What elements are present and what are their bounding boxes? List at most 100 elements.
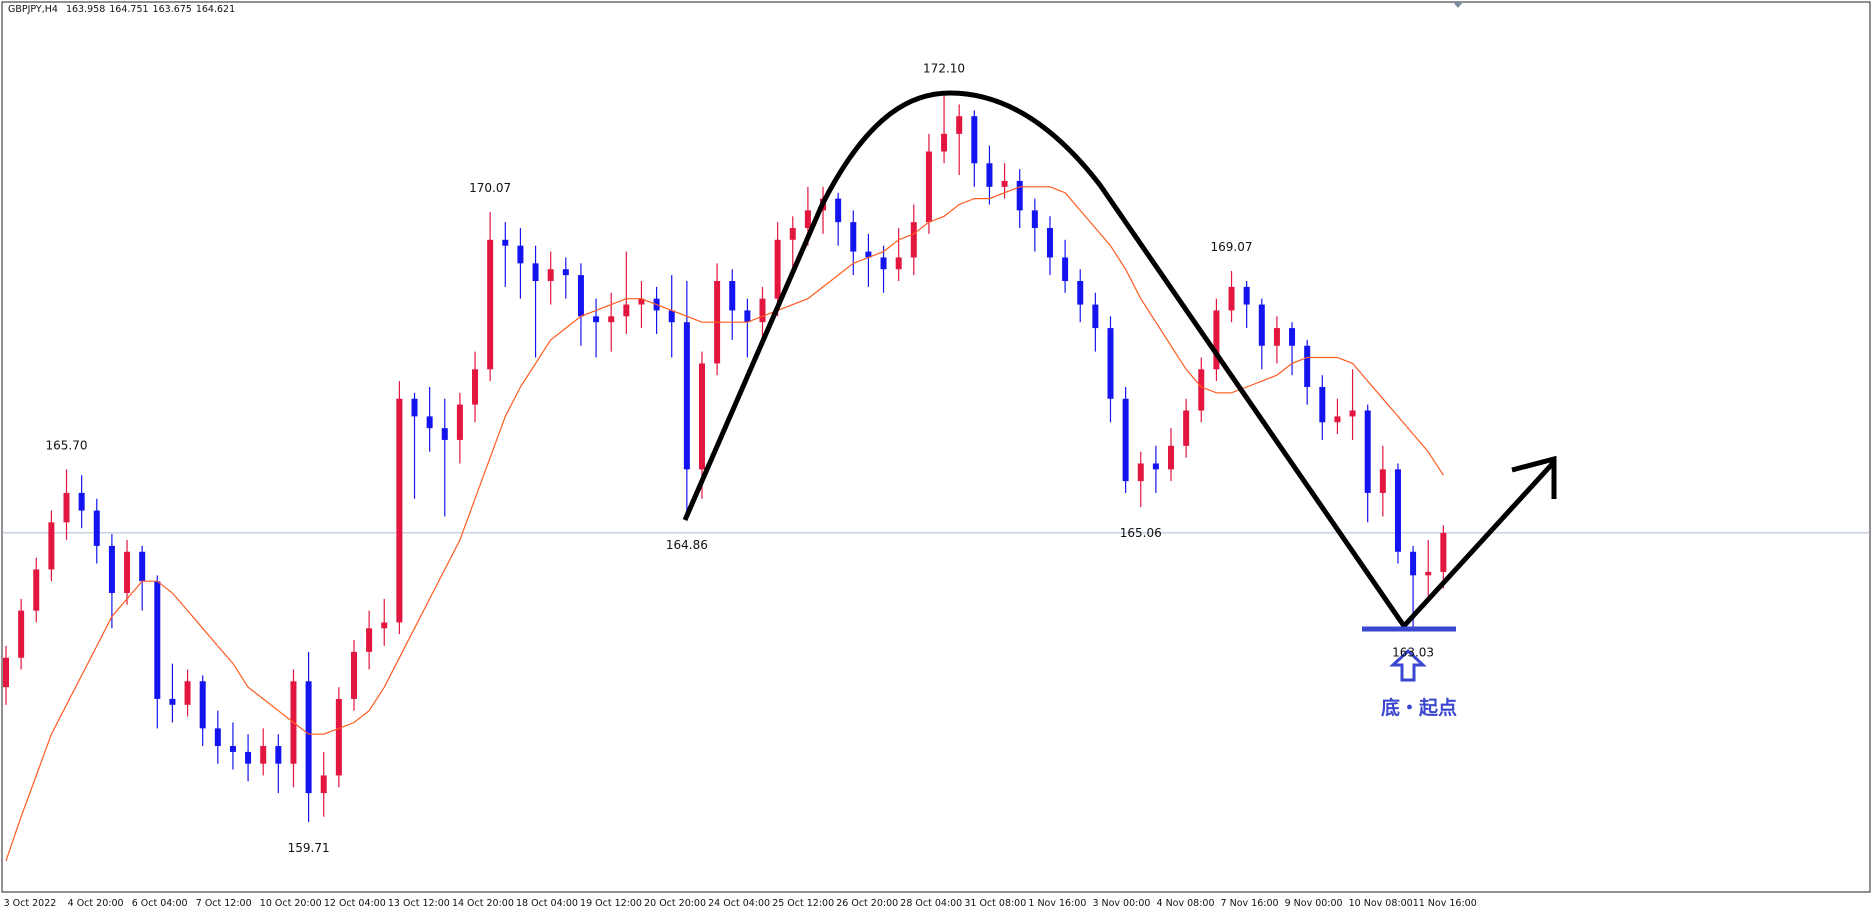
candle-body (381, 622, 388, 629)
candle-body (1001, 180, 1008, 187)
candle-body (1183, 410, 1190, 446)
candle-body (350, 651, 357, 699)
candle-body (472, 369, 479, 405)
x-tick-label: 7 Oct 12:00 (196, 898, 252, 909)
x-tick-label: 14 Oct 20:00 (452, 898, 514, 909)
candle-body (366, 628, 373, 652)
candle-body (774, 239, 781, 299)
extreme-label: 170.07 (469, 181, 511, 195)
candle-body (910, 222, 917, 258)
x-tick-label: 25 Oct 12:00 (772, 898, 834, 909)
x-tick-label: 10 Oct 20:00 (260, 898, 322, 909)
candle-body (698, 363, 705, 470)
x-tick-label: 20 Oct 20:00 (644, 898, 706, 909)
header-value: 163.958 (66, 4, 105, 15)
extreme-label: 164.86 (666, 538, 708, 552)
candle-body (1394, 469, 1401, 552)
header-value: 164.751 (109, 4, 148, 15)
x-tick-label: 19 Oct 12:00 (580, 898, 642, 909)
candle-body (971, 116, 978, 164)
candle-body (1289, 328, 1296, 346)
candle-body (593, 316, 600, 323)
candle-body (517, 245, 524, 264)
candle-body (804, 210, 811, 229)
candle-body (1107, 328, 1114, 399)
extreme-label: 159.71 (288, 841, 330, 855)
up-arrow-icon (1389, 648, 1427, 682)
candle-body (456, 404, 463, 440)
x-tick-label: 9 Nov 00:00 (1285, 898, 1343, 909)
candle-body (577, 275, 584, 317)
candle-body (335, 698, 342, 776)
extreme-label: 165.70 (46, 438, 88, 452)
candle-body (169, 698, 176, 705)
candle-body (1046, 228, 1053, 258)
x-tick-label: 6 Oct 04:00 (132, 898, 188, 909)
candle-body (668, 310, 675, 323)
candle-body (411, 398, 418, 417)
candle-body (229, 746, 236, 752)
candle-body (608, 316, 615, 323)
candle-body (1213, 310, 1220, 370)
x-tick-label: 3 Oct 2022 (4, 898, 57, 909)
header-value: 163.675 (153, 4, 192, 15)
candle-body (759, 298, 766, 323)
plot-frame (1, 1, 1871, 893)
x-tick-label: 11 Nov 16:00 (1413, 898, 1477, 909)
candle-body (78, 492, 85, 511)
shift-marker (1453, 2, 1463, 8)
extreme-label: 163.03 (1392, 646, 1434, 660)
candle-body (441, 428, 448, 440)
marks (2, 92, 1870, 861)
candle-body (850, 222, 857, 252)
x-tick-label: 26 Oct 20:00 (836, 898, 898, 909)
candle-body (865, 251, 872, 258)
candle-body (1258, 304, 1265, 346)
pattern-curve (682, 90, 1556, 629)
candle-body (275, 746, 282, 764)
candle-body (48, 522, 55, 570)
candle-body (1198, 369, 1205, 411)
moving-average (5, 186, 1444, 861)
candle-body (426, 416, 433, 429)
candle-body (1062, 257, 1069, 282)
candle-body (547, 269, 554, 282)
candle-body (1137, 463, 1144, 482)
extreme-label: 165.06 (1120, 526, 1162, 540)
candle-body (1168, 445, 1175, 470)
candle-body (623, 304, 630, 317)
candle-body (154, 581, 161, 699)
candle-body (1077, 281, 1084, 305)
symbol: GBPJPY,H4 (8, 4, 58, 15)
x-tick-label: 10 Nov 08:00 (1349, 898, 1413, 909)
candle-body (33, 569, 40, 611)
candle-body (941, 133, 948, 152)
extreme-label: 172.10 (923, 62, 965, 76)
candle-body (986, 163, 993, 187)
annotation: 底・起点 (1381, 696, 1457, 719)
x-tick-label: 3 Nov 00:00 (1092, 898, 1150, 909)
candle-body (3, 657, 9, 688)
x-tick-label: 1 Nov 16:00 (1028, 898, 1086, 909)
candle-body (895, 257, 902, 270)
candle-body (396, 398, 403, 623)
candle-body (93, 510, 100, 546)
extreme-label: 169.07 (1211, 240, 1253, 254)
candle-body (532, 263, 539, 282)
candle-body (729, 281, 736, 311)
candle-body (1319, 386, 1326, 423)
x-tick-label: 4 Nov 08:00 (1157, 898, 1215, 909)
candle-body (1016, 180, 1023, 211)
candle-body (1031, 210, 1038, 229)
candle-body (108, 545, 115, 593)
candle-body (305, 681, 312, 794)
arrow-head (1511, 455, 1557, 499)
candle-body (199, 681, 206, 729)
x-tick-label: 7 Nov 16:00 (1221, 898, 1279, 909)
candle-body (1364, 410, 1371, 493)
header-value: 164.621 (196, 4, 235, 15)
candle-body (214, 728, 221, 747)
candle-body (320, 775, 327, 794)
candle-body (789, 228, 796, 240)
